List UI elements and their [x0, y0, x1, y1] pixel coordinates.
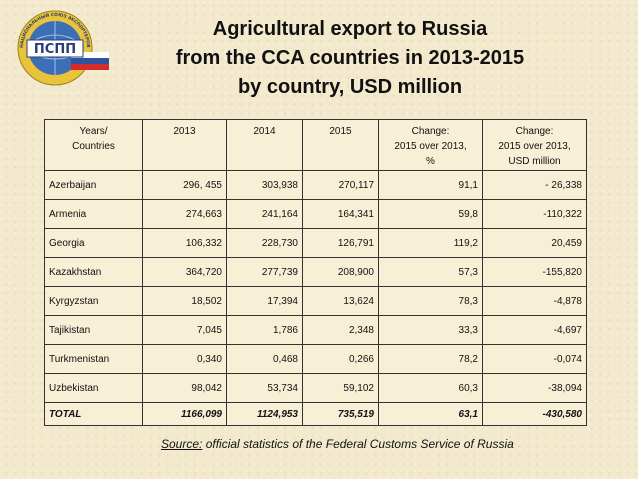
- title-line-2: from the CCA countries in 2013-2015: [175, 47, 525, 69]
- value-cell: 303,938: [226, 170, 303, 200]
- export-table: Years/Countries 2013 2014 2015 Change: 2015 o…: [44, 119, 587, 426]
- column-header-line: Years/: [79, 126, 108, 137]
- country-cell: Turkmenistan: [44, 344, 143, 374]
- logo: НАЦИОНАЛЬНЫЙ СОЮЗ ЭКСПОРТЕРОВ ПРОДОВОЛЬС…: [7, 4, 115, 86]
- value-cell: -110,322: [482, 199, 587, 229]
- value-cell: 91,1: [378, 170, 483, 200]
- value-cell: 2,348: [302, 315, 379, 345]
- table-body: Azerbaijan 296, 455 303,938 270,117 91,1- 26…: [44, 170, 587, 426]
- value-cell: 106,332: [142, 228, 227, 258]
- column-header-line: Change:: [515, 126, 554, 137]
- country-cell: Georgia: [44, 228, 143, 258]
- value-cell: -38,094: [482, 373, 587, 403]
- column-header: Change: 2015 over 2013, USD million: [482, 119, 587, 171]
- value-cell: 57,3: [378, 257, 483, 287]
- column-header-line: 2014: [253, 126, 276, 137]
- value-cell: 53,734: [226, 373, 303, 403]
- page-title: Agricultural export to Russia from the C…: [150, 15, 550, 102]
- value-cell: - 26,338: [482, 170, 587, 200]
- total-value-cell: -430,580: [482, 402, 587, 426]
- value-cell: 0,340: [142, 344, 227, 374]
- value-cell: 33,3: [378, 315, 483, 345]
- total-label-cell: TOTAL: [44, 402, 143, 426]
- value-cell: 0,468: [226, 344, 303, 374]
- value-cell: 59,8: [378, 199, 483, 229]
- total-value-cell: 735,519: [302, 402, 379, 426]
- column-header-line: Countries: [72, 141, 115, 152]
- table-row: Turkmenistan 0,340 0,468 0,266 78,2 -0,074: [44, 344, 587, 374]
- value-cell: 241,164: [226, 199, 303, 229]
- value-cell: 1,786: [226, 315, 303, 345]
- title-line-1: Agricultural export to Russia: [212, 18, 488, 40]
- table-row: Armenia 274,663 241,164 164,341 59,8 -110,322: [44, 199, 587, 229]
- table-row: Kyrgyzstan 18,502 17,394 13,624 78,3 -4,878: [44, 286, 587, 316]
- source-note: Source: official statistics of the Feder…: [161, 437, 514, 451]
- table-row: Tajikistan 7,045 1,786 2,348 33,3 -4,697: [44, 315, 587, 345]
- column-header-line: %: [426, 156, 435, 167]
- column-header-line: Change:: [411, 126, 450, 137]
- country-cell: Azerbaijan: [44, 170, 143, 200]
- value-cell: 228,730: [226, 228, 303, 258]
- source-text: official statistics of the Federal Custo…: [202, 437, 514, 451]
- column-header-line: 2015 over 2013,: [498, 141, 571, 152]
- value-cell: 119,2: [378, 228, 483, 258]
- column-header: 2013: [142, 119, 227, 171]
- column-header: Years/Countries: [44, 119, 143, 171]
- value-cell: 13,624: [302, 286, 379, 316]
- column-header-line: 2013: [173, 126, 196, 137]
- value-cell: 164,341: [302, 199, 379, 229]
- table-header-row: Years/Countries 2013 2014 2015 Change: 2015 o…: [44, 119, 587, 171]
- column-header-line: 2015: [329, 126, 352, 137]
- country-cell: Kazakhstan: [44, 257, 143, 287]
- value-cell: 59,102: [302, 373, 379, 403]
- value-cell: 208,900: [302, 257, 379, 287]
- table-row: Uzbekistan 98,042 53,734 59,102 60,3 -38,094: [44, 373, 587, 403]
- table-row: Georgia 106,332 228,730 126,791 119,2 20,459: [44, 228, 587, 258]
- column-header: 2014: [226, 119, 303, 171]
- logo-text: ПСПП: [34, 42, 76, 57]
- country-cell: Tajikistan: [44, 315, 143, 345]
- value-cell: -0,074: [482, 344, 587, 374]
- table-total-row: TOTAL 1166,099 1124,953 735,519 63,1 -430,580: [44, 402, 587, 426]
- country-cell: Armenia: [44, 199, 143, 229]
- value-cell: 126,791: [302, 228, 379, 258]
- country-cell: Kyrgyzstan: [44, 286, 143, 316]
- column-header-line: 2015 over 2013,: [394, 141, 467, 152]
- total-value-cell: 1124,953: [226, 402, 303, 426]
- value-cell: 274,663: [142, 199, 227, 229]
- table-row: Kazakhstan 364,720 277,739 208,900 57,3 -155,…: [44, 257, 587, 287]
- source-label: Source:: [161, 437, 203, 451]
- value-cell: 364,720: [142, 257, 227, 287]
- column-header: 2015: [302, 119, 379, 171]
- value-cell: 17,394: [226, 286, 303, 316]
- table-row: Azerbaijan 296, 455 303,938 270,117 91,1- 26…: [44, 170, 587, 200]
- value-cell: -155,820: [482, 257, 587, 287]
- column-header: Change: 2015 over 2013,%: [378, 119, 483, 171]
- value-cell: 78,3: [378, 286, 483, 316]
- value-cell: 18,502: [142, 286, 227, 316]
- value-cell: 277,739: [226, 257, 303, 287]
- value-cell: 20,459: [482, 228, 587, 258]
- logo-emblem-icon: НАЦИОНАЛЬНЫЙ СОЮЗ ЭКСПОРТЕРОВ ПРОДОВОЛЬС…: [7, 4, 109, 86]
- value-cell: 0,266: [302, 344, 379, 374]
- value-cell: 98,042: [142, 373, 227, 403]
- value-cell: 60,3: [378, 373, 483, 403]
- title-line-3: by country, USD million: [237, 76, 463, 98]
- total-value-cell: 1166,099: [142, 402, 227, 426]
- country-cell: Uzbekistan: [44, 373, 143, 403]
- value-cell: 7,045: [142, 315, 227, 345]
- value-cell: -4,878: [482, 286, 587, 316]
- value-cell: 296, 455: [142, 170, 227, 200]
- value-cell: 270,117: [302, 170, 379, 200]
- total-value-cell: 63,1: [378, 402, 483, 426]
- value-cell: 78,2: [378, 344, 483, 374]
- column-header-line: USD million: [508, 156, 561, 167]
- value-cell: -4,697: [482, 315, 587, 345]
